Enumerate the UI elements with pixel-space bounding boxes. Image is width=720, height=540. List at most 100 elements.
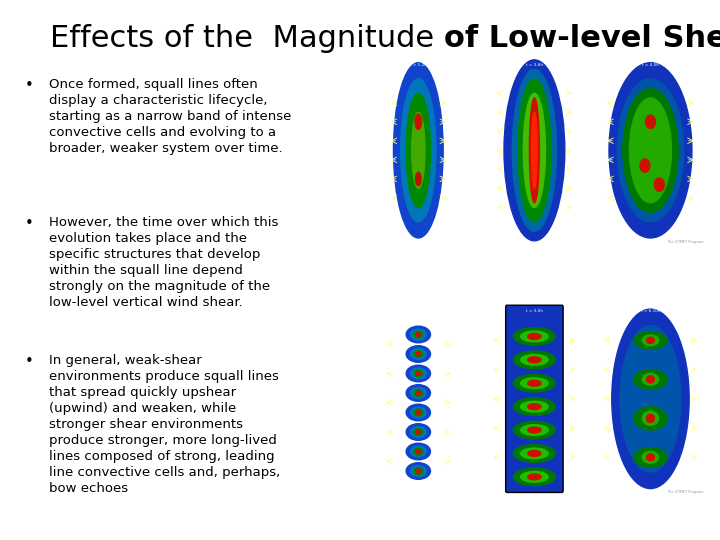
Ellipse shape <box>416 333 420 336</box>
Text: Effects of the  Magnitude: Effects of the Magnitude <box>50 24 444 53</box>
Ellipse shape <box>504 60 564 241</box>
Text: t = 1-2h: t = 1-2h <box>410 63 427 67</box>
Ellipse shape <box>528 427 541 433</box>
Ellipse shape <box>416 372 420 375</box>
Ellipse shape <box>416 450 420 454</box>
Ellipse shape <box>634 448 667 467</box>
Ellipse shape <box>620 326 681 472</box>
Ellipse shape <box>406 443 431 460</box>
Ellipse shape <box>531 112 537 188</box>
Ellipse shape <box>518 79 551 222</box>
Text: t = 6-10h: t = 6-10h <box>641 309 660 313</box>
Ellipse shape <box>521 448 548 459</box>
Ellipse shape <box>406 424 431 440</box>
Ellipse shape <box>416 352 420 356</box>
Text: t = 3-6h: t = 3-6h <box>526 63 543 67</box>
Ellipse shape <box>410 388 426 399</box>
Ellipse shape <box>521 331 548 342</box>
Ellipse shape <box>513 374 555 392</box>
Ellipse shape <box>412 112 425 188</box>
Ellipse shape <box>414 389 423 396</box>
Ellipse shape <box>416 430 420 434</box>
Ellipse shape <box>416 410 420 414</box>
Ellipse shape <box>414 409 423 416</box>
Ellipse shape <box>521 471 548 482</box>
Ellipse shape <box>513 351 555 369</box>
Text: •: • <box>25 78 34 93</box>
Text: Weak Minimum Shear Squall Line Evolution with Low-level Flow: Weak Minimum Shear Squall Line Evolution… <box>453 39 620 44</box>
Ellipse shape <box>647 376 654 383</box>
Text: of Low-level Shear: of Low-level Shear <box>444 24 720 53</box>
Text: The COMET Program: The COMET Program <box>667 240 703 244</box>
Ellipse shape <box>406 404 431 421</box>
FancyBboxPatch shape <box>505 305 563 492</box>
Ellipse shape <box>406 93 431 207</box>
Ellipse shape <box>513 398 555 415</box>
Ellipse shape <box>617 79 683 222</box>
Ellipse shape <box>640 159 650 172</box>
Ellipse shape <box>521 378 548 389</box>
Ellipse shape <box>393 63 444 238</box>
Ellipse shape <box>410 446 426 457</box>
Ellipse shape <box>528 404 541 409</box>
Ellipse shape <box>406 326 431 343</box>
Ellipse shape <box>410 407 426 418</box>
Ellipse shape <box>400 79 436 222</box>
Ellipse shape <box>415 172 421 186</box>
Ellipse shape <box>415 114 422 130</box>
Ellipse shape <box>642 411 659 426</box>
Text: t = 1-2h: t = 1-2h <box>410 309 427 313</box>
Ellipse shape <box>642 335 659 346</box>
Ellipse shape <box>414 350 423 357</box>
Ellipse shape <box>513 69 557 231</box>
Ellipse shape <box>634 369 667 389</box>
Ellipse shape <box>513 328 555 345</box>
Ellipse shape <box>414 331 423 338</box>
Ellipse shape <box>521 354 548 365</box>
Ellipse shape <box>647 338 654 343</box>
Text: Once formed, squall lines often
display a characteristic lifecycle,
starting as : Once formed, squall lines often display … <box>49 78 292 156</box>
Text: •: • <box>25 216 34 231</box>
Ellipse shape <box>646 115 655 129</box>
Text: The COMET Program: The COMET Program <box>667 490 703 495</box>
Ellipse shape <box>629 98 672 202</box>
Ellipse shape <box>410 427 426 437</box>
Ellipse shape <box>414 370 423 377</box>
Ellipse shape <box>612 309 689 489</box>
Ellipse shape <box>521 401 548 412</box>
Ellipse shape <box>414 448 423 455</box>
Ellipse shape <box>528 380 541 386</box>
Text: •: • <box>25 354 34 369</box>
Ellipse shape <box>528 334 541 339</box>
Ellipse shape <box>513 468 555 485</box>
Ellipse shape <box>410 368 426 379</box>
Ellipse shape <box>406 384 431 401</box>
Ellipse shape <box>523 93 546 207</box>
Ellipse shape <box>634 407 667 430</box>
Ellipse shape <box>513 444 555 462</box>
Ellipse shape <box>634 332 667 349</box>
Ellipse shape <box>414 468 423 475</box>
Ellipse shape <box>513 421 555 439</box>
Ellipse shape <box>609 63 692 238</box>
Ellipse shape <box>528 474 541 480</box>
Ellipse shape <box>654 178 665 191</box>
Ellipse shape <box>623 89 678 212</box>
Ellipse shape <box>521 424 548 435</box>
Ellipse shape <box>410 465 426 476</box>
Ellipse shape <box>642 374 659 385</box>
Ellipse shape <box>642 451 659 463</box>
Ellipse shape <box>410 329 426 340</box>
Ellipse shape <box>416 469 420 473</box>
Ellipse shape <box>529 98 539 202</box>
Text: Moderate/Strong Shear Squall Line Evolution with Low-level Flow: Moderate/Strong Shear Squall Line Evolut… <box>451 285 622 290</box>
Ellipse shape <box>647 414 654 422</box>
Ellipse shape <box>406 365 431 382</box>
Ellipse shape <box>414 429 423 435</box>
Text: However, the time over which this
evolution takes place and the
specific structu: However, the time over which this evolut… <box>49 216 279 309</box>
Ellipse shape <box>647 454 654 461</box>
Ellipse shape <box>406 463 431 480</box>
Text: 100 km: 100 km <box>375 392 379 406</box>
Ellipse shape <box>406 346 431 362</box>
Text: 200 km: 200 km <box>375 143 379 158</box>
